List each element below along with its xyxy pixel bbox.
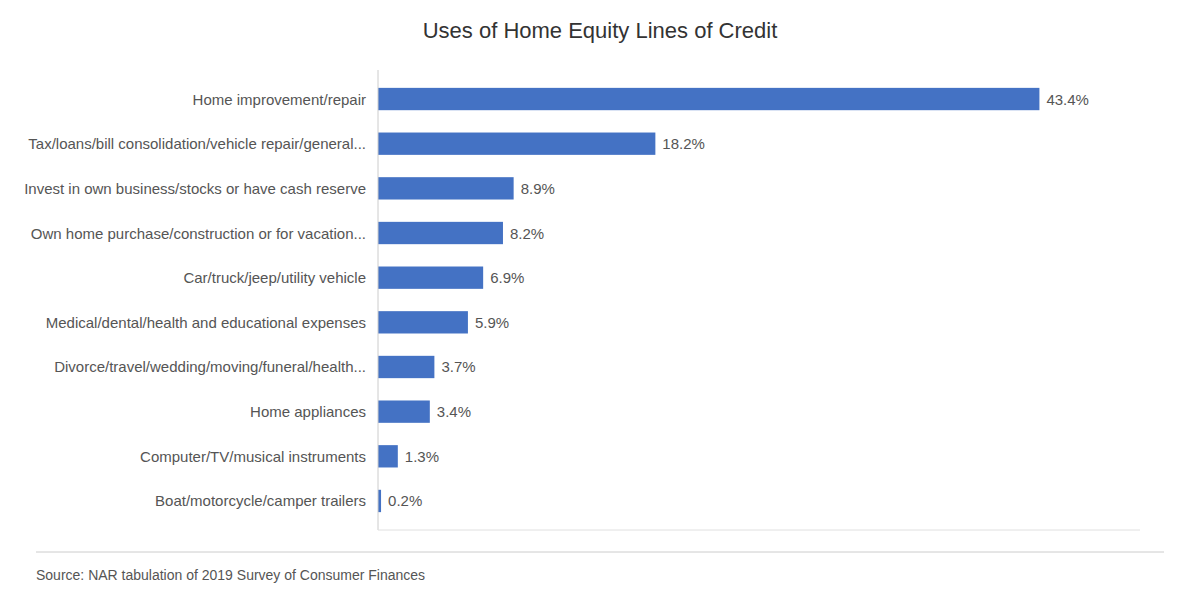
data-label: 1.3% — [405, 448, 439, 465]
chart-svg: Uses of Home Equity Lines of Credit Boat/… — [0, 0, 1200, 612]
y-tick-label: Home appliances — [250, 403, 366, 420]
bar — [378, 445, 398, 467]
data-label: 8.9% — [521, 180, 555, 197]
data-label: 8.2% — [510, 225, 544, 242]
y-tick-label: Tax/loans/bill consolidation/vehicle rep… — [28, 135, 366, 152]
y-tick-labels: Boat/motorcycle/camper trailers Computer/… — [24, 91, 366, 510]
bar — [378, 88, 1039, 110]
y-tick-label: Car/truck/jeep/utility vehicle — [183, 269, 366, 286]
y-axis-line — [378, 70, 379, 530]
separator — [36, 552, 1164, 553]
data-label: 43.4% — [1046, 91, 1089, 108]
bar — [378, 311, 468, 333]
chart-container: Uses of Home Equity Lines of Credit Boat/… — [0, 0, 1200, 612]
data-label: 6.9% — [490, 269, 524, 286]
bar — [378, 267, 483, 289]
bar — [378, 400, 430, 422]
bar — [378, 356, 434, 378]
title: Uses of Home Equity Lines of Credit — [423, 18, 778, 43]
y-tick-label: Divorce/travel/wedding/moving/funeral/he… — [54, 358, 366, 375]
y-tick-label: Boat/motorcycle/camper trailers — [155, 492, 366, 509]
x-axis-line — [378, 530, 1140, 531]
data-label: 3.4% — [437, 403, 471, 420]
bar — [378, 177, 514, 199]
data-label: 5.9% — [475, 314, 509, 331]
data-labels: 0.2% 1.3% 3.4% 3.7% 5.9% 6.9% 8.2% 8.9% 18.2% 43.… — [388, 91, 1089, 510]
bars — [378, 88, 1039, 512]
y-tick-label: Own home purchase/construction or for va… — [31, 225, 366, 242]
y-tick-label: Computer/TV/musical instruments — [140, 448, 366, 465]
data-label: 0.2% — [388, 492, 422, 509]
annotation: Source: NAR tabulation of 2019 Survey of… — [36, 567, 425, 583]
y-tick-label: Invest in own business/stocks or have ca… — [24, 180, 366, 197]
bar — [378, 133, 655, 155]
data-label: 3.7% — [441, 358, 475, 375]
y-tick-label: Home improvement/repair — [193, 91, 366, 108]
y-tick-label: Medical/dental/health and educational ex… — [46, 314, 366, 331]
bar — [378, 222, 503, 244]
data-label: 18.2% — [662, 135, 705, 152]
